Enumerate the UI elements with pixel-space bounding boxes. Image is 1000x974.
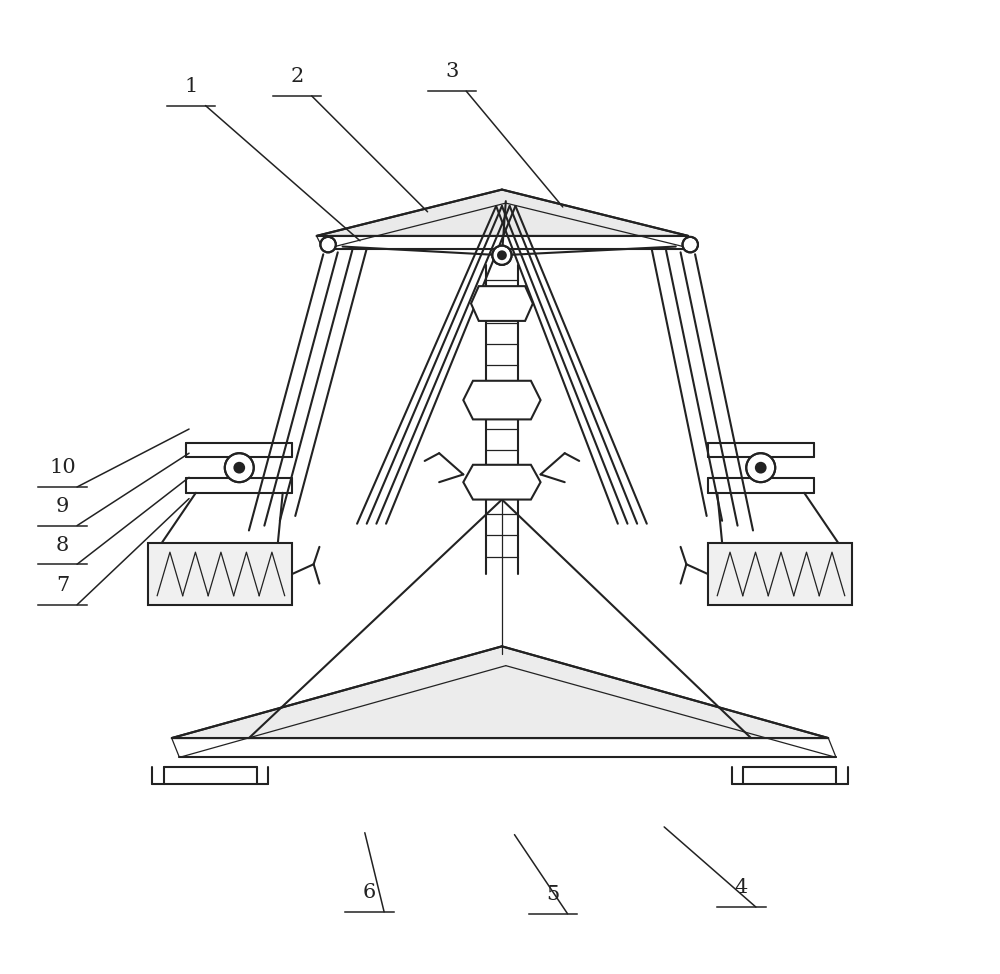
Circle shape [683,237,698,252]
Polygon shape [463,465,541,500]
Polygon shape [471,286,533,320]
Circle shape [492,245,512,265]
Text: 4: 4 [735,879,748,897]
Text: 2: 2 [291,67,304,87]
Polygon shape [148,543,292,605]
Polygon shape [172,647,828,738]
Circle shape [746,453,775,482]
Text: 6: 6 [363,883,376,902]
Circle shape [498,251,506,259]
Text: 3: 3 [445,62,458,82]
Circle shape [756,463,766,472]
Text: 10: 10 [49,459,76,477]
Text: 9: 9 [56,497,69,516]
Text: 8: 8 [56,536,69,554]
Circle shape [320,237,336,252]
Polygon shape [317,190,688,236]
Polygon shape [463,381,541,420]
Text: 7: 7 [56,577,69,595]
Circle shape [225,453,254,482]
Polygon shape [708,543,852,605]
Text: 1: 1 [184,77,198,95]
Text: 5: 5 [546,885,560,904]
Circle shape [234,463,244,472]
